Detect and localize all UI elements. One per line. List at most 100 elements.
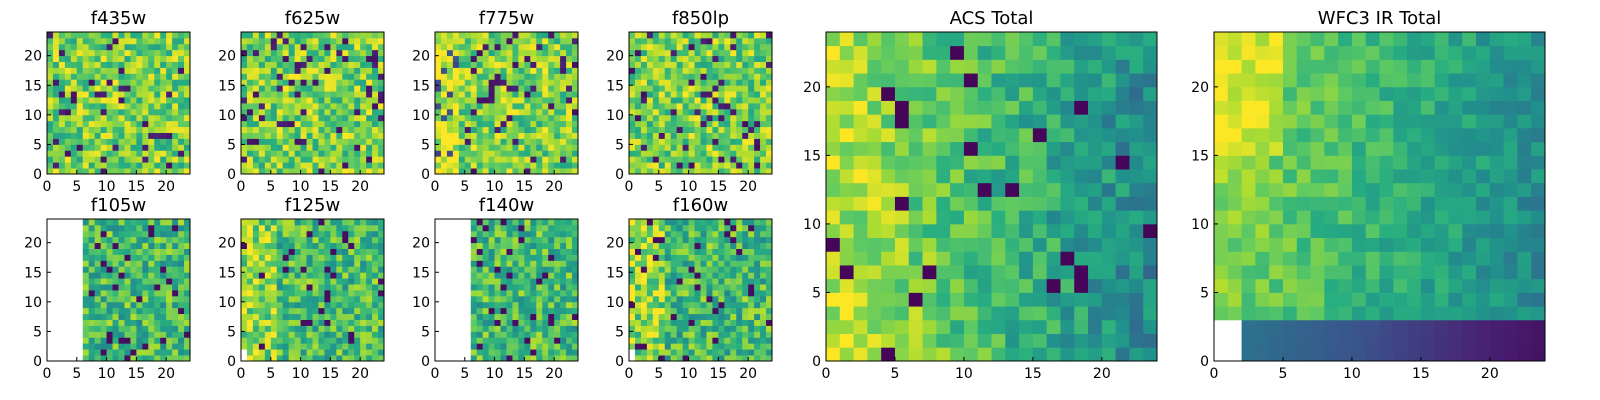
heatmap-cell — [736, 85, 743, 92]
heatmap-cell — [342, 260, 349, 267]
heatmap-cell — [718, 126, 725, 133]
heatmap-cell — [160, 319, 167, 326]
heatmap-cell — [908, 237, 923, 252]
heatmap-cell — [246, 108, 254, 116]
heatmap-cell — [166, 67, 173, 74]
heatmap-cell — [264, 254, 272, 261]
heatmap-cell — [482, 319, 490, 326]
heatmap-cell — [488, 168, 495, 175]
heatmap-cell — [378, 242, 385, 249]
heatmap-cell — [512, 37, 519, 45]
heatmap-cell — [148, 150, 155, 157]
heatmap-cell — [1101, 169, 1117, 184]
heatmap-cell — [470, 156, 478, 163]
heatmap-cell — [748, 266, 755, 273]
heatmap-cell — [306, 242, 313, 249]
heatmap-cell — [730, 248, 737, 255]
heatmap-cell — [718, 150, 725, 157]
heatmap-cell — [166, 79, 173, 86]
heatmap-cell — [1101, 196, 1117, 211]
heatmap-cell — [826, 141, 841, 156]
heatmap-cell — [530, 307, 537, 315]
heatmap-cell — [548, 266, 555, 273]
heatmap-cell — [950, 223, 965, 239]
heatmap-cell — [184, 156, 191, 163]
heatmap-cell — [724, 156, 731, 163]
heatmap-cell — [241, 307, 248, 315]
heatmap-cell — [530, 97, 537, 104]
heatmap-cell — [318, 236, 325, 244]
heatmap-cell — [476, 254, 484, 261]
heatmap-cell — [372, 120, 379, 128]
heatmap-cell — [318, 91, 325, 98]
heatmap-cell — [470, 32, 478, 39]
heatmap-cell — [566, 301, 573, 309]
heatmap-cell — [166, 242, 173, 249]
heatmap-cell — [124, 91, 131, 98]
heatmap-cell — [112, 32, 119, 39]
heatmap-cell — [154, 307, 161, 315]
heatmap-cell — [112, 260, 119, 267]
heatmap-cell — [560, 307, 567, 315]
heatmap-cell — [318, 103, 325, 110]
heatmap-cell — [258, 91, 266, 98]
heatmap-cell — [82, 144, 90, 151]
x-tick-label: 20 — [545, 179, 563, 195]
heatmap-cell — [500, 162, 507, 169]
heatmap-cell — [118, 73, 125, 80]
heatmap-cell — [530, 278, 537, 285]
heatmap-cell — [172, 168, 179, 175]
heatmap-cell — [1019, 100, 1034, 115]
heatmap-cell — [494, 85, 501, 92]
heatmap-cell — [142, 132, 149, 139]
heatmap-cell — [300, 144, 307, 151]
heatmap-cell — [706, 242, 713, 249]
heatmap-cell — [306, 144, 313, 151]
heatmap-cell — [694, 230, 701, 238]
heatmap-cell — [742, 162, 749, 169]
heatmap-cell — [682, 144, 689, 151]
heatmap-cell — [160, 290, 167, 297]
heatmap-cell — [718, 224, 725, 232]
heatmap-cell — [354, 150, 361, 157]
heatmap-cell — [136, 150, 143, 157]
heatmap-cell — [348, 97, 355, 104]
heatmap-cell — [712, 260, 719, 267]
heatmap-cell — [536, 307, 543, 315]
heatmap-cell — [88, 37, 96, 45]
heatmap-cell — [130, 43, 137, 51]
heatmap-cell — [241, 301, 248, 309]
heatmap-cell — [354, 319, 361, 326]
heatmap-cell — [241, 55, 248, 62]
heatmap-cell — [1129, 155, 1144, 170]
heatmap-cell — [64, 91, 72, 98]
heatmap-cell — [1019, 127, 1034, 143]
heatmap-cell — [154, 248, 161, 255]
heatmap-cell — [142, 337, 149, 344]
heatmap-cell — [742, 156, 749, 163]
heatmap-cell — [294, 343, 301, 350]
heatmap-cell — [276, 224, 284, 232]
heatmap-cell — [160, 114, 167, 122]
heatmap-cell — [264, 103, 272, 110]
heatmap-cell — [1143, 292, 1158, 307]
heatmap-cell — [646, 55, 654, 62]
heatmap-cell — [440, 150, 448, 157]
heatmap-cell — [142, 219, 149, 226]
heatmap-cell — [336, 114, 343, 122]
heatmap-cell — [494, 349, 501, 356]
heatmap-cell — [646, 307, 654, 315]
heatmap-cell — [754, 114, 761, 122]
heatmap-cell — [282, 248, 290, 255]
heatmap-cell — [100, 144, 107, 151]
heatmap-cell — [646, 144, 654, 151]
heatmap-cell — [118, 144, 125, 151]
heatmap-cell — [94, 319, 102, 326]
heatmap-cell — [936, 141, 951, 156]
heatmap-cell — [682, 49, 689, 57]
heatmap-cell — [184, 61, 191, 68]
heatmap-cell — [736, 272, 743, 279]
heatmap-cell — [130, 254, 137, 261]
heatmap-cell — [136, 55, 143, 62]
heatmap-cell — [1005, 223, 1020, 239]
